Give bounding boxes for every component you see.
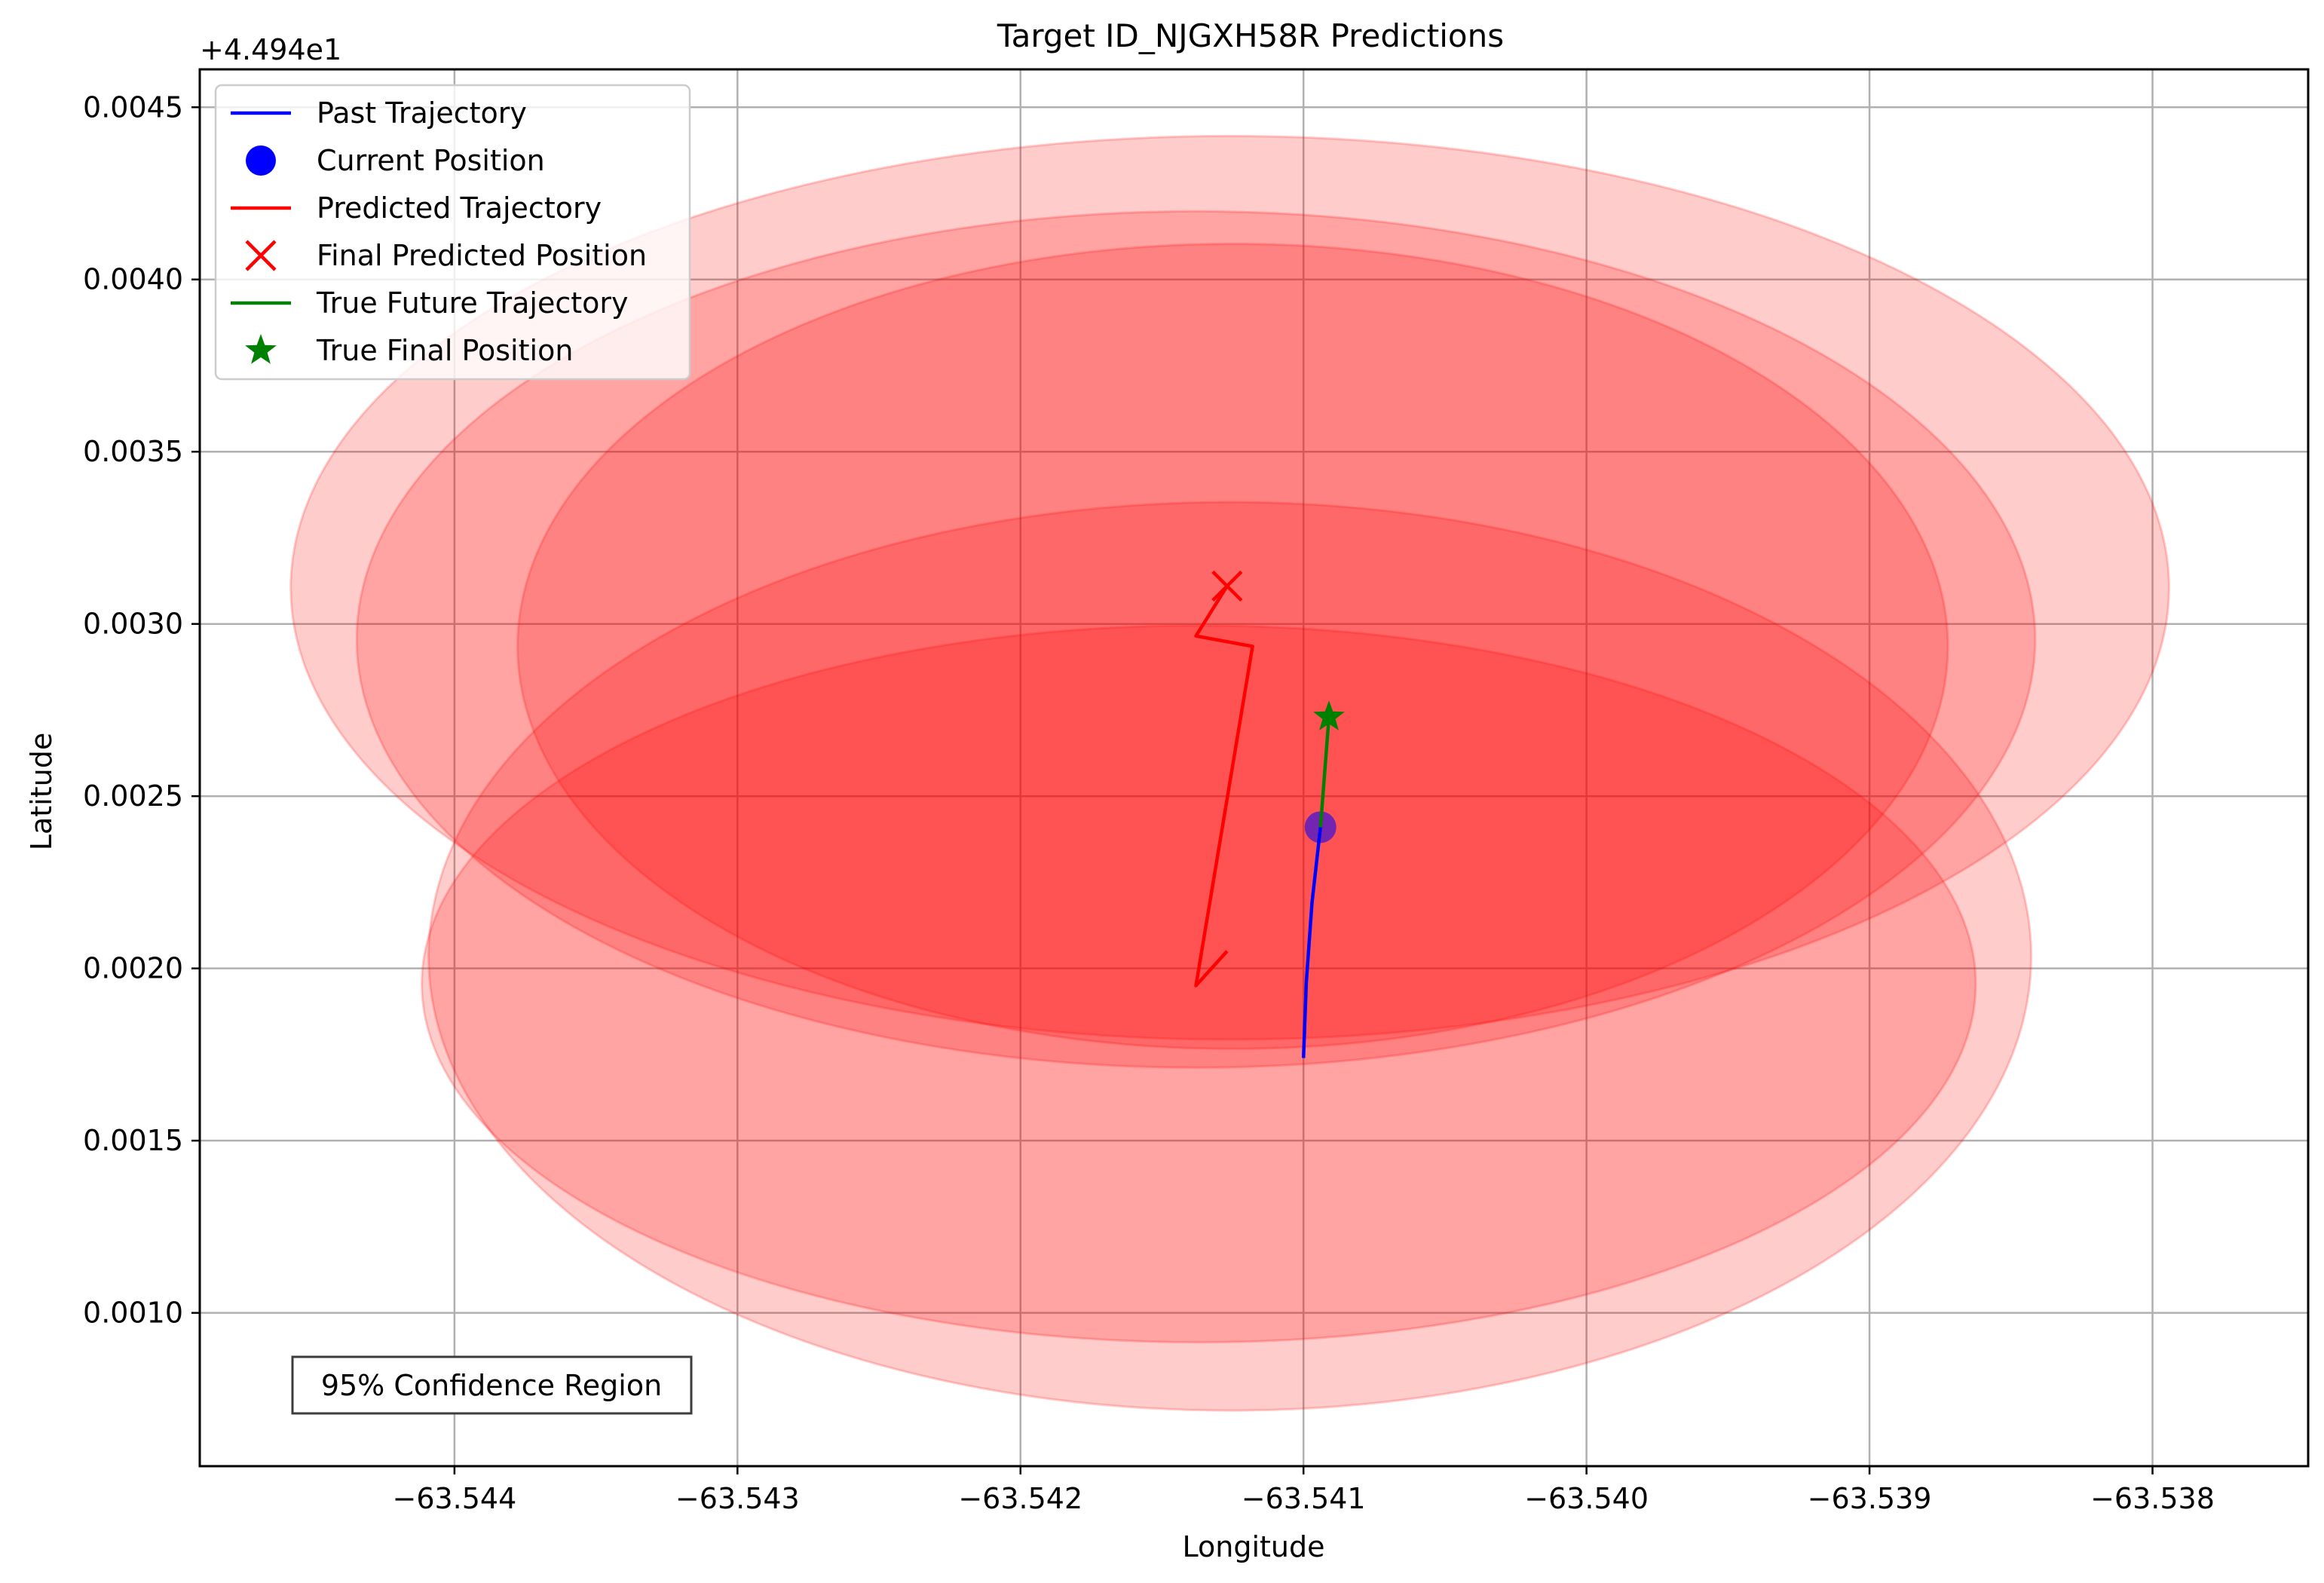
x-tick-label: −63.544: [392, 1482, 516, 1515]
predicted-trajectory-line: [1194, 585, 1254, 987]
x-tick-label: −63.540: [1524, 1482, 1649, 1515]
legend-label: Past Trajectory: [317, 96, 527, 130]
legend-x-swatch: [245, 240, 277, 271]
legend-label: True Final Position: [316, 334, 573, 367]
y-tick-label: 0.0020: [83, 952, 183, 985]
past-trajectory-line: [1301, 827, 1322, 1058]
legend-star-swatch: [245, 334, 277, 364]
x-tick-label: −63.539: [1808, 1482, 1932, 1515]
y-offset-label: +4.494e1: [200, 33, 341, 66]
legend-label: Final Predicted Position: [317, 239, 647, 272]
y-tick-label: 0.0045: [83, 90, 183, 124]
plot-frame: [198, 68, 2310, 1468]
y-tick-label: 0.0015: [83, 1124, 183, 1157]
x-tick-label: −63.538: [2090, 1482, 2215, 1515]
chart-title: Target ID_NJGXH58R Predictions: [997, 17, 1504, 54]
y-tick-label: 0.0040: [83, 263, 183, 296]
legend-label: True Future Trajectory: [316, 286, 629, 320]
confidence-annotation: 95% Confidence Region: [321, 1369, 662, 1402]
legend: Past Trajectory Current Position Predicted…: [214, 84, 691, 381]
confidence-annotation-box: [291, 1355, 693, 1415]
true-future-trajectory-line: [1318, 716, 1331, 828]
x-tick-label: −63.541: [1242, 1482, 1366, 1515]
legend-label: Current Position: [317, 144, 545, 177]
legend-box: [214, 84, 691, 381]
y-axis-ticks: 0.0010 0.0015 0.0020 0.0025 0.0030 0.0035 0.00…: [83, 90, 200, 1330]
confidence-ellipse: [427, 501, 2033, 1412]
true-final-position-marker: [1313, 700, 1345, 730]
y-axis-label: Latitude: [25, 733, 58, 850]
legend-label: Predicted Trajectory: [317, 191, 602, 225]
y-tick-label: 0.0025: [83, 779, 183, 813]
confidence-ellipse: [355, 210, 2037, 1069]
x-tick-label: −63.543: [675, 1482, 800, 1515]
grid: [200, 69, 2308, 1466]
y-tick-label: 0.0030: [83, 608, 183, 641]
legend-circle-swatch: [246, 145, 276, 176]
final-predicted-position-marker: [1211, 570, 1243, 602]
confidence-ellipse: [516, 242, 1949, 1050]
series-layer: [1194, 570, 1345, 1058]
x-axis-ticks: −63.544 −63.543 −63.542 −63.541 −63.540 −63.5…: [392, 1466, 2215, 1515]
y-tick-label: 0.0035: [83, 435, 183, 468]
x-tick-label: −63.542: [958, 1482, 1082, 1515]
x-axis-label: Longitude: [1183, 1530, 1325, 1563]
y-tick-label: 0.0010: [83, 1297, 183, 1330]
plot-area: 95% Confidence Region: [200, 69, 2308, 1466]
